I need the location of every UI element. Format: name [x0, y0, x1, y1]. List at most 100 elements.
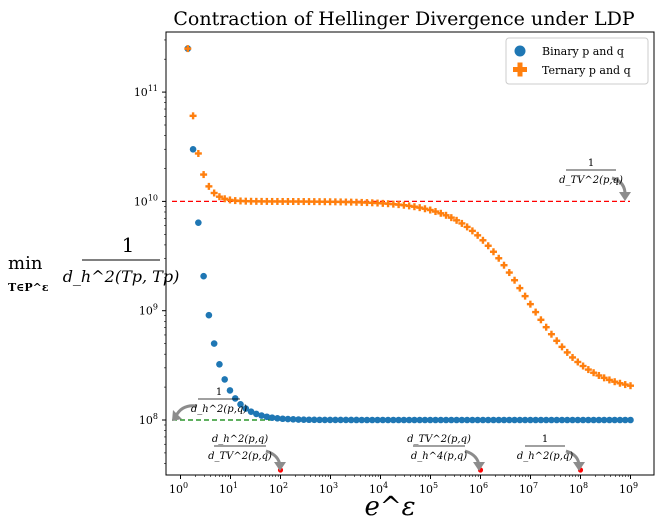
binary-point	[200, 272, 207, 280]
binary-point	[195, 219, 202, 226]
binary-point	[558, 416, 566, 424]
ternary-point	[342, 198, 350, 206]
ternary-point-v	[365, 199, 369, 207]
ternary-point-v	[497, 254, 500, 262]
ternary-point	[447, 214, 455, 222]
ternary-point-v	[244, 197, 247, 205]
binary-point	[374, 416, 381, 424]
ternary-point	[252, 197, 260, 205]
binary-point	[411, 416, 418, 424]
ternary-point	[279, 197, 287, 205]
ternary-point-v	[566, 348, 569, 356]
ternary-point	[416, 204, 424, 212]
ternary-point	[421, 205, 429, 213]
ternary-point-v	[186, 45, 190, 53]
annotation-labels: 1 d_TV^2(p,q) 1 d_h^2(p,q) d_h^2(p,q) d_…	[191, 158, 623, 462]
binary-point	[595, 416, 603, 424]
ternary-point-v	[376, 199, 379, 207]
ternary-point-v	[624, 381, 627, 389]
ternary-point-v	[397, 201, 400, 209]
label-tv-denominator: d_TV^2(p,q)	[559, 175, 623, 186]
x-tick-label-7: 107	[519, 481, 538, 496]
binary-point	[368, 416, 376, 424]
legend-label-ternary: Ternary p and q	[542, 64, 631, 77]
binary-point	[453, 416, 460, 424]
binary-point	[226, 387, 234, 394]
ternary-point	[384, 200, 392, 208]
x-tick-label-5: 105	[419, 481, 438, 496]
ternary-point-v	[471, 227, 474, 235]
ternary-point	[368, 199, 376, 207]
binary-point	[490, 416, 497, 424]
ternary-point-v	[270, 197, 274, 205]
label-tv-numerator: 1	[588, 158, 594, 169]
x-tick-label-2: 102	[269, 481, 288, 496]
ternary-point-v	[602, 374, 606, 382]
ternary-point	[316, 198, 324, 206]
binary-point	[337, 416, 344, 424]
x-tick-label-4: 104	[369, 481, 388, 496]
ternary-point	[310, 198, 318, 206]
ternary-point-v	[429, 206, 432, 214]
ternary-point-v	[318, 198, 321, 206]
ternary-point	[337, 198, 345, 206]
ternary-point	[479, 236, 487, 244]
binary-point	[432, 416, 439, 424]
binary-point	[484, 416, 492, 424]
ternary-point	[400, 201, 408, 209]
binary-point	[263, 413, 271, 421]
x-tick-label-1: 101	[219, 481, 238, 496]
legend-box	[505, 37, 649, 85]
ternary-point	[458, 219, 466, 227]
ternary-point	[432, 208, 440, 216]
ternary-point-v	[613, 378, 616, 386]
label-h-numerator: 1	[216, 387, 222, 398]
ternary-point-v	[513, 276, 516, 284]
binary-point	[384, 416, 392, 424]
binary-point	[363, 416, 371, 424]
ternary-point-v	[265, 197, 269, 205]
ternary-point-v	[334, 198, 337, 206]
ternary-point	[627, 382, 634, 390]
ternary-point	[242, 197, 250, 205]
binary-point	[527, 416, 534, 424]
x-axis-label-text: e^ε	[364, 492, 415, 522]
ternary-point	[495, 254, 503, 262]
arrowhead-h	[172, 410, 182, 421]
binary-point	[316, 416, 323, 424]
legend-plus-marker	[513, 62, 527, 77]
ternary-point-v	[455, 216, 458, 224]
binary-point	[616, 416, 624, 424]
ternary-point	[352, 198, 360, 206]
ternary-point	[226, 196, 234, 204]
ternary-point-v	[529, 300, 532, 308]
binary-point	[300, 416, 308, 423]
ternary-point-v	[292, 198, 295, 206]
series-binary	[184, 45, 634, 424]
ternary-point-v	[202, 171, 205, 179]
label-h-line: 1 d_h^2(p,q)	[191, 387, 247, 415]
ternary-point	[389, 200, 397, 208]
ternary-point-v	[550, 330, 553, 338]
ternary-point-v	[587, 366, 590, 374]
binary-point	[505, 416, 513, 424]
ternary-point-v	[313, 198, 316, 206]
annotation-arrowheads	[172, 192, 631, 471]
ternary-point-v	[402, 201, 406, 209]
binary-point	[437, 416, 445, 424]
ternary-point	[284, 197, 292, 205]
binary-point	[563, 416, 571, 424]
ternary-point-v	[560, 343, 564, 351]
ternary-point-v	[508, 269, 511, 277]
series-ternary	[184, 45, 634, 390]
y-tick-label-1: 109	[139, 303, 158, 318]
binary-point	[548, 416, 555, 424]
ternary-point-v	[534, 308, 537, 316]
ternary-point-v	[297, 198, 300, 206]
label-ratio2-numerator: d_TV^2(p,q)	[407, 434, 471, 445]
binary-point	[189, 145, 197, 153]
label-ratio2: d_TV^2(p,q) d_h^4(p,q)	[407, 434, 471, 462]
y-label-numerator: 1	[122, 233, 135, 257]
ternary-point-v	[444, 211, 448, 219]
ternary-point-v	[413, 203, 416, 211]
